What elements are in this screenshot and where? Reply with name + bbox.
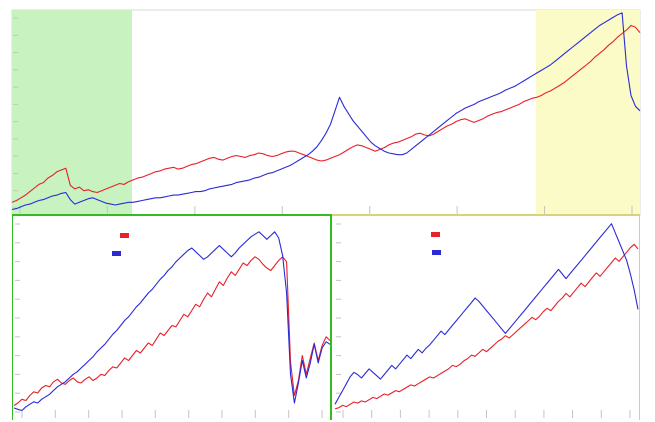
overview-series-line-2	[11, 12, 641, 211]
right-zoom-series-line-2	[334, 223, 639, 405]
right-zoom-plot-area	[333, 216, 640, 420]
left-zoom-x-ticks	[21, 410, 323, 418]
left-zoom-legend	[112, 233, 129, 256]
overview-x-ticks	[19, 206, 633, 214]
right-zoom-legend	[431, 232, 441, 255]
overview-y-ticks	[13, 17, 18, 209]
right-zoom-y-ticks	[336, 223, 341, 413]
overview-series-line-1	[11, 24, 641, 203]
right-zoom-x-ticks	[342, 410, 631, 418]
right-zoom-chart[interactable]	[333, 216, 640, 420]
right-legend-swatch-red	[431, 232, 440, 237]
left-zoom-border	[330, 216, 332, 420]
panel-divider-right	[332, 214, 640, 216]
left-zoom-border-left	[12, 216, 13, 420]
right-zoom-series	[334, 223, 639, 410]
left-zoom-chart[interactable]	[12, 216, 332, 420]
left-zoom-series-line-2	[13, 231, 331, 412]
left-zoom-series	[13, 231, 331, 412]
right-legend-swatch-blue	[432, 250, 441, 255]
left-zoom-plot-area	[12, 216, 332, 420]
left-zoom-y-ticks	[15, 223, 20, 413]
panel-divider	[12, 214, 332, 216]
left-zoom-selection[interactable]	[12, 10, 132, 215]
left-legend-swatch-blue	[112, 251, 121, 256]
overview-chart[interactable]	[11, 9, 641, 216]
left-legend-swatch-red	[120, 233, 129, 238]
left-zoom-series-line-1	[13, 256, 331, 406]
overview-series	[11, 12, 641, 211]
right-zoom-border-right	[639, 216, 640, 420]
right-zoom-selection[interactable]	[536, 10, 640, 215]
right-zoom-series-line-1	[334, 243, 639, 410]
